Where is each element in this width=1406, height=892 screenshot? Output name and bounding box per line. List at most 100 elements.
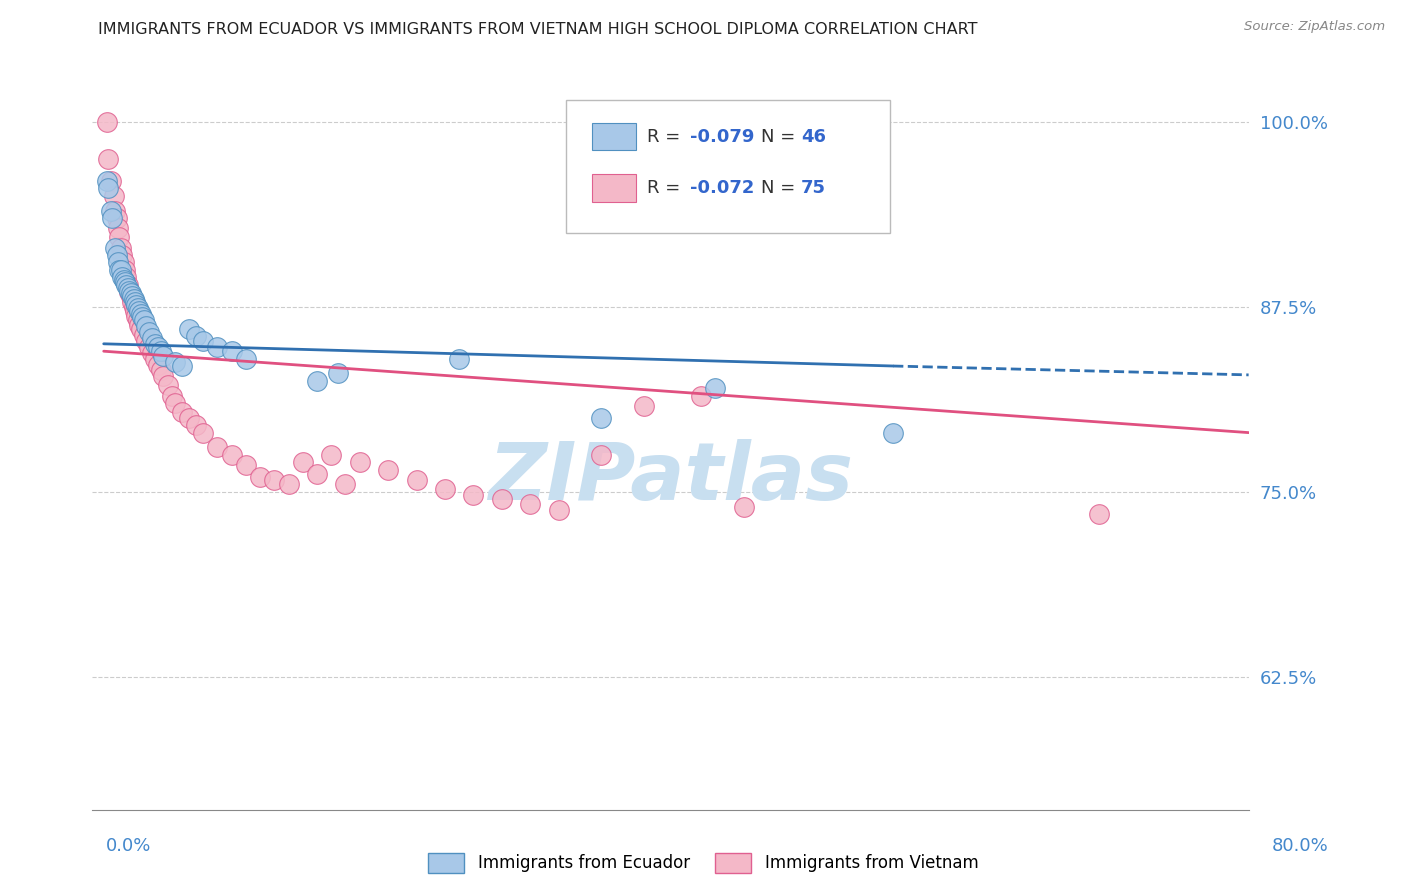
Point <box>127 301 149 316</box>
Point <box>143 336 166 351</box>
Point <box>249 470 271 484</box>
Point <box>124 304 146 318</box>
Point <box>103 188 125 202</box>
Point <box>104 203 127 218</box>
Point <box>111 270 134 285</box>
Text: Source: ZipAtlas.com: Source: ZipAtlas.com <box>1244 20 1385 33</box>
Point <box>377 462 399 476</box>
Point <box>107 221 129 235</box>
FancyBboxPatch shape <box>592 123 636 150</box>
Text: IMMIGRANTS FROM ECUADOR VS IMMIGRANTS FROM VIETNAM HIGH SCHOOL DIPLOMA CORRELATI: IMMIGRANTS FROM ECUADOR VS IMMIGRANTS FR… <box>98 22 979 37</box>
Point <box>117 280 139 294</box>
Point <box>519 497 541 511</box>
Point <box>186 418 208 433</box>
Point <box>112 273 135 287</box>
Point <box>1088 507 1111 521</box>
Text: N =: N = <box>761 179 800 197</box>
Point <box>120 289 142 303</box>
Point <box>704 381 727 395</box>
Point <box>131 310 153 325</box>
Point <box>207 340 229 354</box>
Point <box>122 300 145 314</box>
Point <box>110 241 132 255</box>
Point <box>690 389 713 403</box>
Point <box>122 293 145 307</box>
Point <box>163 396 186 410</box>
Point <box>115 270 138 285</box>
Point <box>349 455 371 469</box>
Point <box>141 331 163 345</box>
Point <box>110 262 132 277</box>
Point <box>141 345 163 359</box>
Point <box>170 405 193 419</box>
Point <box>235 458 257 473</box>
Point <box>177 322 200 336</box>
Point <box>160 389 183 403</box>
Point <box>491 492 513 507</box>
Text: 0.0%: 0.0% <box>105 837 150 855</box>
Point <box>321 448 343 462</box>
Point <box>128 304 150 318</box>
Point <box>108 230 131 244</box>
Point <box>118 285 141 299</box>
Point <box>132 313 155 327</box>
Point <box>138 325 160 339</box>
Point <box>128 318 150 332</box>
Point <box>117 277 139 292</box>
Point <box>121 289 143 303</box>
Point <box>591 448 613 462</box>
Point <box>105 211 128 225</box>
Point <box>114 262 136 277</box>
Point <box>127 313 149 327</box>
Point <box>96 114 118 128</box>
Point <box>112 255 135 269</box>
Point <box>146 358 169 372</box>
Text: -0.079: -0.079 <box>690 128 755 145</box>
Point <box>97 181 120 195</box>
Point <box>129 322 152 336</box>
Point <box>125 309 148 323</box>
Point <box>101 211 124 225</box>
Point <box>434 482 457 496</box>
Point <box>111 248 134 262</box>
Point <box>163 354 186 368</box>
Point <box>138 340 160 354</box>
Point <box>125 298 148 312</box>
Point <box>156 378 179 392</box>
Point <box>591 410 613 425</box>
Point <box>105 248 128 262</box>
Point <box>129 307 152 321</box>
Point <box>235 351 257 366</box>
Point <box>221 344 243 359</box>
Point <box>124 295 146 310</box>
Text: N =: N = <box>761 128 800 145</box>
Point <box>100 174 122 188</box>
Point <box>143 351 166 366</box>
Point <box>104 241 127 255</box>
Point <box>277 477 299 491</box>
Point <box>146 340 169 354</box>
Point <box>120 286 142 301</box>
Point <box>100 203 122 218</box>
Point <box>149 344 172 359</box>
Point <box>107 255 129 269</box>
Point <box>186 329 208 343</box>
Point <box>633 399 655 413</box>
Point <box>463 488 485 502</box>
Text: ZIPatlas: ZIPatlas <box>488 439 853 517</box>
Point <box>449 351 471 366</box>
Text: R =: R = <box>647 128 686 145</box>
Point <box>305 374 328 388</box>
Point <box>115 277 138 292</box>
Point <box>121 295 143 310</box>
Point <box>118 284 141 298</box>
Text: 75: 75 <box>801 179 827 197</box>
Point <box>108 262 131 277</box>
FancyBboxPatch shape <box>592 175 636 202</box>
Point <box>882 425 904 440</box>
Text: R =: R = <box>647 179 686 197</box>
Point <box>170 359 193 373</box>
Point <box>114 275 136 289</box>
Point <box>305 467 328 481</box>
Point <box>207 441 229 455</box>
